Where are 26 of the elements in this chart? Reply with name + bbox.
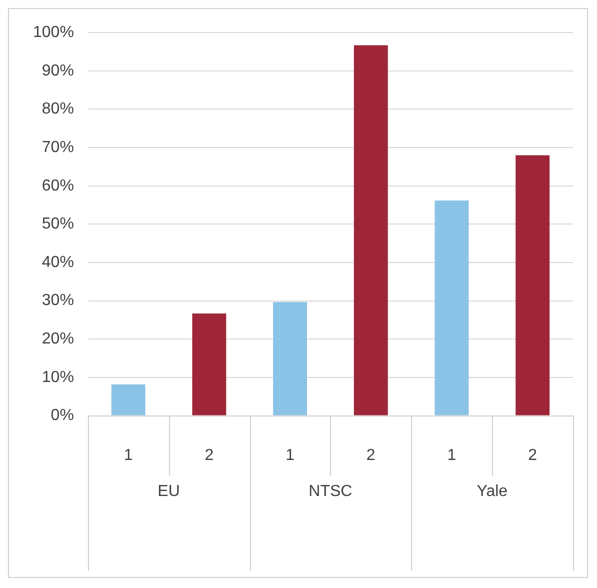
y-tick-label: 50%: [42, 216, 74, 233]
y-tick-label: 30%: [42, 292, 74, 310]
series-label: 1: [124, 447, 133, 464]
y-tick-label: 100%: [33, 24, 74, 42]
x-tick-label: Yale: [476, 482, 508, 500]
x-tick-label: EU: [158, 482, 180, 500]
y-tick-label: 90%: [42, 62, 74, 80]
text: 1: [286, 447, 294, 464]
y-tick-label: 60%: [42, 177, 74, 194]
y-tick-label: 10%: [42, 368, 74, 386]
text: 2: [528, 447, 538, 464]
text: 1: [447, 447, 456, 464]
y-tick-label: 40%: [42, 254, 74, 271]
y-tick-label: 80%: [42, 100, 74, 118]
y-tick-label: 70%: [42, 138, 74, 156]
text: 2: [366, 447, 376, 464]
bar: [111, 384, 146, 416]
bar: [192, 313, 226, 416]
bar: [516, 155, 550, 416]
x-tick-label: NTSC: [308, 482, 352, 500]
series-label: 2: [204, 447, 214, 464]
bar: [434, 200, 469, 416]
bar: [354, 45, 388, 416]
bar: [273, 302, 308, 416]
y-tick-label: 0%: [50, 407, 74, 424]
y-tick-label: 20%: [42, 330, 74, 348]
